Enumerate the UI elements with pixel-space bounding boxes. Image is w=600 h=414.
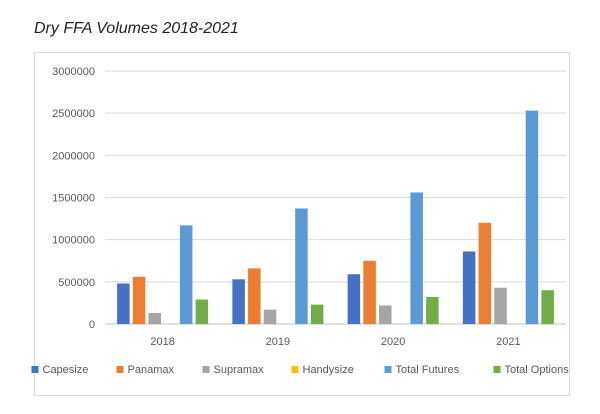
bar-capesize xyxy=(347,274,361,324)
x-tick-label: 2019 xyxy=(266,336,290,348)
y-tick-label: 2500000 xyxy=(52,108,95,120)
legend-swatch xyxy=(31,366,39,373)
legend-label: Panamax xyxy=(128,364,175,376)
bar-supramax xyxy=(148,313,162,324)
y-tick-label: 500000 xyxy=(58,277,95,289)
bar-supramax xyxy=(263,309,277,324)
bar-total-futures xyxy=(410,192,423,324)
bar-capesize xyxy=(462,251,476,324)
y-tick-label: 1500000 xyxy=(52,193,95,205)
bar-total-options xyxy=(195,299,209,324)
y-tick-label: 0 xyxy=(89,319,95,331)
bar-panamax xyxy=(363,260,376,324)
x-tick-label: 2020 xyxy=(381,336,405,348)
bar-supramax xyxy=(379,305,392,324)
chart-caption: Dry FFA Volumes 2018-2021 xyxy=(34,20,239,37)
bar-panamax xyxy=(478,222,492,324)
legend-swatch xyxy=(493,366,501,373)
legend-swatch xyxy=(202,366,210,373)
bar-total-futures xyxy=(295,208,308,324)
y-tick-label: 3000000 xyxy=(52,66,95,78)
bar-total-futures xyxy=(179,225,193,324)
x-tick-label: 2018 xyxy=(150,336,174,348)
bar-total-futures xyxy=(525,110,539,325)
bar-total-options xyxy=(541,290,554,324)
x-tick-label: 2021 xyxy=(496,336,520,348)
y-tick-label: 1000000 xyxy=(52,235,95,247)
legend-label: Handysize xyxy=(303,364,354,376)
legend-label: Supramax xyxy=(214,364,265,376)
legend-label: Total Options xyxy=(505,364,570,376)
bar-capesize xyxy=(117,283,130,324)
bar-panamax xyxy=(132,276,146,324)
y-tick-label: 2000000 xyxy=(52,150,95,162)
bar-capesize xyxy=(232,279,245,324)
legend-label: Total Futures xyxy=(396,364,460,376)
bar-total-options xyxy=(426,297,439,324)
legend-swatch xyxy=(291,366,299,373)
bar-panamax xyxy=(248,268,261,324)
legend-label: Capesize xyxy=(43,364,89,376)
bar-total-options xyxy=(310,304,324,324)
legend-swatch xyxy=(384,366,392,373)
legend-swatch xyxy=(116,366,124,373)
bar-supramax xyxy=(494,287,507,324)
